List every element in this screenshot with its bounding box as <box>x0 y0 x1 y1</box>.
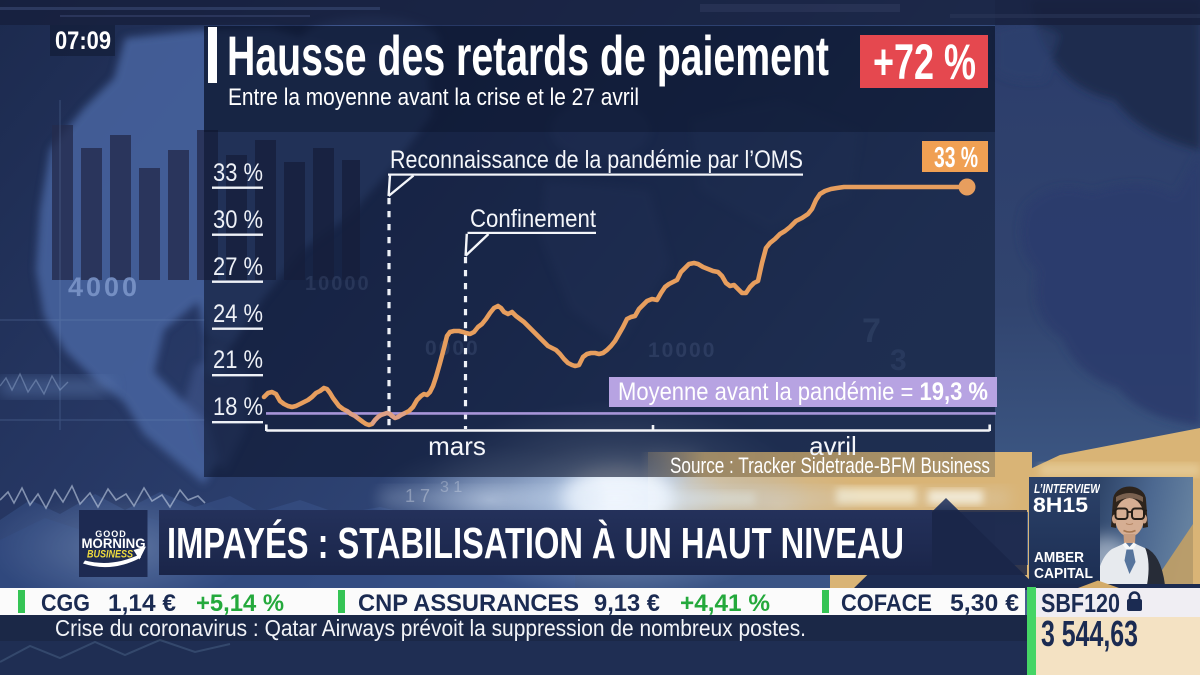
svg-text:0000: 0000 <box>425 337 480 360</box>
svg-text:Reconnaissance de la pandémie: Reconnaissance de la pandémie par l’OMS <box>390 146 803 174</box>
svg-text:10000: 10000 <box>305 273 371 295</box>
svg-text:9,13 €: 9,13 € <box>594 590 660 617</box>
svg-text:24 %: 24 % <box>213 300 263 328</box>
svg-text:+5,14 %: +5,14 % <box>196 590 284 617</box>
svg-text:Entre la moyenne avant la cris: Entre la moyenne avant la crise et le 27… <box>228 84 639 111</box>
svg-text:30 %: 30 % <box>213 206 263 234</box>
svg-text:avril: avril <box>809 431 857 461</box>
svg-text:Confinement: Confinement <box>470 205 596 233</box>
svg-text:1 7: 1 7 <box>405 486 430 506</box>
svg-text:SBF120: SBF120 <box>1041 588 1120 618</box>
svg-text:1,14 €: 1,14 € <box>108 590 176 617</box>
svg-text:33 %: 33 % <box>213 159 263 187</box>
svg-text:07:09: 07:09 <box>55 27 111 55</box>
svg-text:21 %: 21 % <box>213 346 263 374</box>
svg-text:Source : Tracker Sidetrade-BFM: Source : Tracker Sidetrade-BFM Business <box>670 453 990 478</box>
svg-text:18 %: 18 % <box>213 393 263 421</box>
svg-text:mars: mars <box>428 431 486 461</box>
svg-text:+4,41 %: +4,41 % <box>680 590 770 617</box>
svg-text:3 544,63: 3 544,63 <box>1041 613 1138 654</box>
svg-text:CGG: CGG <box>41 590 90 617</box>
svg-text:Hausse des retards de paiement: Hausse des retards de paiement <box>227 24 829 87</box>
svg-text:27 %: 27 % <box>213 253 263 281</box>
svg-text:COFACE: COFACE <box>841 590 932 617</box>
svg-text:+72 %: +72 % <box>873 34 976 90</box>
svg-text:CAPITAL: CAPITAL <box>1034 566 1093 582</box>
svg-text:AMBER: AMBER <box>1034 550 1084 566</box>
svg-text:3 1: 3 1 <box>440 479 462 496</box>
svg-text:CNP ASSURANCES: CNP ASSURANCES <box>358 590 579 617</box>
svg-text:7: 7 <box>862 312 881 350</box>
svg-text:MORNING: MORNING <box>82 536 146 551</box>
svg-text:33 %: 33 % <box>934 142 978 174</box>
svg-text:4000: 4000 <box>68 272 140 302</box>
svg-text:Moyenne avant la pandémie = 19: Moyenne avant la pandémie = 19,3 % <box>618 378 988 406</box>
svg-text:Crise du coronavirus : Qatar A: Crise du coronavirus : Qatar Airways pré… <box>55 615 806 641</box>
svg-text:GOOD: GOOD <box>95 529 127 539</box>
svg-text:3: 3 <box>890 344 907 377</box>
svg-text:10000: 10000 <box>648 339 716 362</box>
svg-text:BUSINESS: BUSINESS <box>87 549 134 561</box>
svg-text:IMPAYÉS : STABILISATION À UN H: IMPAYÉS : STABILISATION À UN HAUT NIVEAU <box>167 518 904 568</box>
svg-text:L’INTERVIEW: L’INTERVIEW <box>1034 481 1101 496</box>
svg-text:8H15: 8H15 <box>1033 494 1088 517</box>
svg-text:5,30 €: 5,30 € <box>950 590 1019 617</box>
